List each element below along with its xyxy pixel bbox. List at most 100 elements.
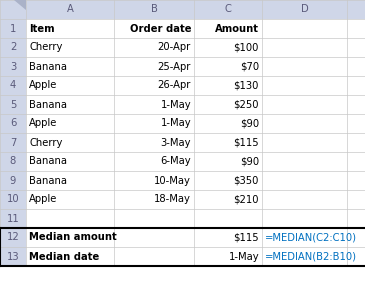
Text: B: B bbox=[150, 4, 157, 15]
Text: $210: $210 bbox=[234, 194, 259, 205]
Text: Cherry: Cherry bbox=[29, 42, 62, 53]
Text: Amount: Amount bbox=[215, 24, 259, 33]
Bar bbox=[114, 190, 194, 209]
Text: 11: 11 bbox=[7, 214, 19, 223]
Bar bbox=[194, 114, 262, 133]
Text: 12: 12 bbox=[7, 232, 19, 243]
Text: 26-Apr: 26-Apr bbox=[158, 80, 191, 90]
Text: 1-May: 1-May bbox=[160, 119, 191, 128]
Text: Item: Item bbox=[29, 24, 55, 33]
Bar bbox=[26, 209, 114, 228]
Bar bbox=[347, 57, 365, 76]
Bar bbox=[347, 19, 365, 38]
Text: 2: 2 bbox=[10, 42, 16, 53]
Bar bbox=[114, 19, 194, 38]
Text: C: C bbox=[224, 4, 231, 15]
Text: 8: 8 bbox=[10, 157, 16, 167]
Bar bbox=[262, 38, 347, 57]
Bar bbox=[194, 76, 262, 95]
Bar bbox=[262, 57, 347, 76]
Bar bbox=[0, 38, 26, 57]
Bar bbox=[262, 19, 347, 38]
Bar bbox=[114, 95, 194, 114]
Bar bbox=[114, 152, 194, 171]
Bar bbox=[194, 247, 262, 266]
Bar bbox=[347, 133, 365, 152]
Text: 10-May: 10-May bbox=[154, 176, 191, 185]
Text: =MEDIAN(C2:C10): =MEDIAN(C2:C10) bbox=[265, 232, 357, 243]
Bar bbox=[347, 152, 365, 171]
Bar bbox=[114, 38, 194, 57]
Bar bbox=[0, 228, 26, 247]
Text: $90: $90 bbox=[240, 157, 259, 167]
Bar bbox=[26, 190, 114, 209]
Bar bbox=[347, 247, 365, 266]
Bar bbox=[26, 114, 114, 133]
Text: =MEDIAN(B2:B10): =MEDIAN(B2:B10) bbox=[265, 251, 357, 262]
Bar bbox=[114, 209, 194, 228]
Text: 4: 4 bbox=[10, 80, 16, 90]
Bar bbox=[114, 114, 194, 133]
Bar bbox=[347, 171, 365, 190]
Bar bbox=[0, 95, 26, 114]
Text: 7: 7 bbox=[10, 137, 16, 148]
Text: D: D bbox=[301, 4, 308, 15]
Text: 1-May: 1-May bbox=[160, 99, 191, 110]
Bar bbox=[262, 152, 347, 171]
Text: 5: 5 bbox=[10, 99, 16, 110]
Text: Apple: Apple bbox=[29, 119, 57, 128]
Text: Cherry: Cherry bbox=[29, 137, 62, 148]
Text: 10: 10 bbox=[7, 194, 19, 205]
Bar bbox=[194, 228, 262, 247]
Bar bbox=[0, 76, 26, 95]
Bar bbox=[26, 247, 114, 266]
Bar bbox=[26, 76, 114, 95]
Bar bbox=[194, 57, 262, 76]
Text: Median date: Median date bbox=[29, 251, 99, 262]
Bar bbox=[0, 152, 26, 171]
Bar bbox=[114, 228, 194, 247]
Text: $115: $115 bbox=[233, 232, 259, 243]
Bar bbox=[0, 114, 26, 133]
Bar bbox=[194, 133, 262, 152]
Text: Apple: Apple bbox=[29, 80, 57, 90]
Bar bbox=[347, 95, 365, 114]
Bar bbox=[0, 19, 26, 38]
Bar bbox=[262, 190, 347, 209]
Bar bbox=[114, 0, 194, 19]
Bar bbox=[0, 247, 26, 266]
Text: 18-May: 18-May bbox=[154, 194, 191, 205]
Bar bbox=[347, 228, 365, 247]
Text: 3-May: 3-May bbox=[161, 137, 191, 148]
Text: A: A bbox=[66, 4, 73, 15]
Text: 9: 9 bbox=[10, 176, 16, 185]
Bar bbox=[26, 19, 114, 38]
Bar bbox=[347, 76, 365, 95]
Bar bbox=[194, 95, 262, 114]
Bar bbox=[0, 0, 26, 19]
Text: Banana: Banana bbox=[29, 176, 67, 185]
Bar bbox=[194, 38, 262, 57]
Bar bbox=[114, 247, 194, 266]
Bar bbox=[26, 228, 114, 247]
Text: Banana: Banana bbox=[29, 62, 67, 71]
Text: 6: 6 bbox=[10, 119, 16, 128]
Bar bbox=[194, 0, 262, 19]
Bar bbox=[26, 152, 114, 171]
Bar bbox=[0, 57, 26, 76]
Bar bbox=[262, 0, 347, 19]
Text: $100: $100 bbox=[234, 42, 259, 53]
Text: 20-Apr: 20-Apr bbox=[158, 42, 191, 53]
Text: Median amount: Median amount bbox=[29, 232, 117, 243]
Text: $115: $115 bbox=[233, 137, 259, 148]
Text: Banana: Banana bbox=[29, 99, 67, 110]
Bar bbox=[194, 152, 262, 171]
Text: Order date: Order date bbox=[130, 24, 191, 33]
Text: 13: 13 bbox=[7, 251, 19, 262]
Bar bbox=[0, 133, 26, 152]
Bar bbox=[114, 57, 194, 76]
Bar bbox=[26, 0, 114, 19]
Bar bbox=[262, 76, 347, 95]
Bar bbox=[0, 171, 26, 190]
Bar bbox=[26, 38, 114, 57]
